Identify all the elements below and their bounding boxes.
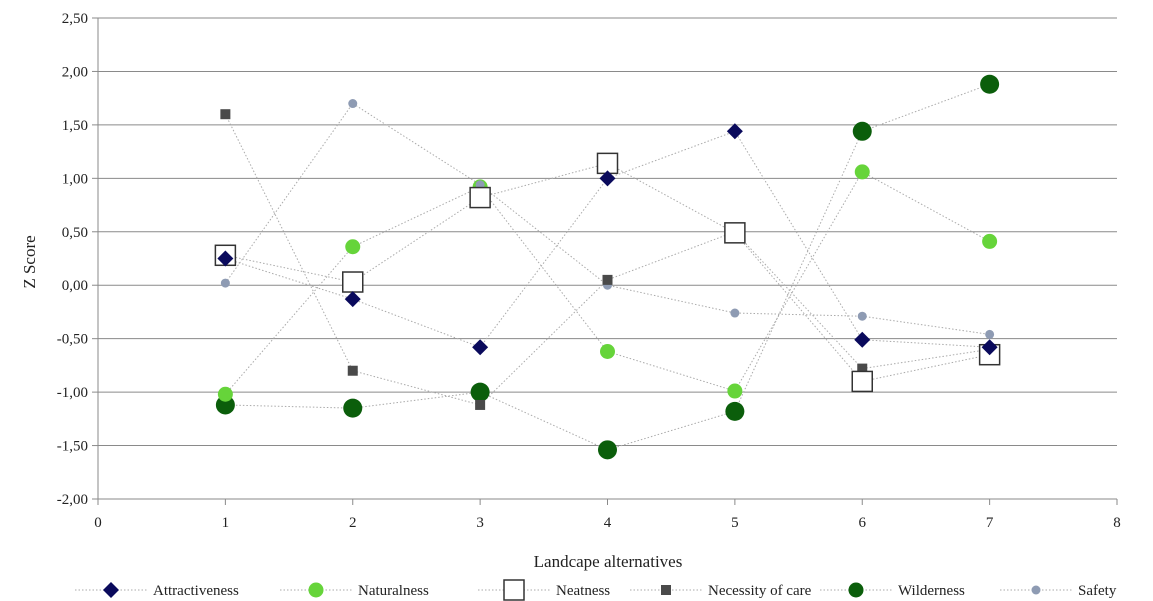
x-tick-label: 2 xyxy=(349,515,357,531)
data-point-attractiveness xyxy=(217,250,234,267)
legend-item-safety: Safety xyxy=(1000,583,1117,599)
data-point-necessity-of-care xyxy=(347,365,358,376)
data-point-naturalness xyxy=(217,386,233,402)
data-point-safety xyxy=(348,99,358,109)
x-axis-ticks: 0 1 2 3 4 5 6 7 8 xyxy=(94,499,1121,531)
series-safety xyxy=(220,99,995,339)
x-axis-label: Landcape alternatives xyxy=(534,552,683,571)
series-lines xyxy=(224,83,990,451)
legend-item-attractiveness: Attractiveness xyxy=(75,582,239,599)
data-point-neatness xyxy=(724,222,746,244)
legend-label: Attractiveness xyxy=(153,583,239,599)
y-tick-label: 0,00 xyxy=(62,278,88,294)
grid-lines xyxy=(98,17,1117,500)
x-tick-label: 7 xyxy=(986,515,994,531)
legend-marker xyxy=(848,582,864,598)
legend-marker xyxy=(308,582,324,598)
data-point-naturalness xyxy=(854,164,870,180)
y-tick-label: -1,00 xyxy=(57,385,88,401)
data-point-safety xyxy=(985,329,995,339)
series-attractiveness xyxy=(217,123,998,356)
x-tick-label: 4 xyxy=(604,515,612,531)
series-markers xyxy=(214,74,1001,460)
data-point-attractiveness xyxy=(472,339,489,356)
legend-marker xyxy=(503,579,525,601)
data-point-naturalness xyxy=(982,233,998,249)
y-tick-label: 1,00 xyxy=(62,171,88,187)
legend-item-necessity-of-care: Necessity of care xyxy=(630,583,812,599)
legend-label: Wilderness xyxy=(898,583,965,599)
y-axis-label: Z Score xyxy=(20,235,39,288)
data-point-naturalness xyxy=(600,343,615,359)
data-point-wilderness xyxy=(725,401,745,421)
x-tick-label: 3 xyxy=(476,515,484,531)
x-tick-label: 6 xyxy=(859,515,867,531)
y-tick-label: -0,50 xyxy=(57,332,88,348)
y-tick-label: 2,00 xyxy=(62,64,88,80)
data-point-attractiveness xyxy=(854,331,871,348)
y-tick-label: 2,50 xyxy=(62,11,88,27)
y-tick-label: 0,50 xyxy=(62,225,88,241)
data-point-attractiveness xyxy=(726,123,743,140)
data-point-necessity-of-care xyxy=(857,363,868,374)
data-point-neatness xyxy=(469,186,491,209)
data-point-wilderness xyxy=(470,382,490,402)
legend-item-wilderness: Wilderness xyxy=(820,582,965,599)
data-point-necessity-of-care xyxy=(602,274,613,285)
legend-label: Neatness xyxy=(556,583,610,599)
data-point-safety xyxy=(857,311,867,321)
legend-marker xyxy=(103,582,119,598)
data-point-wilderness xyxy=(980,74,1000,94)
legend-label: Safety xyxy=(1078,583,1117,599)
y-axis-ticks: 2,50 2,00 1,50 1,00 0,50 0,00 -0,50 -1,00 -1,50 -… xyxy=(57,11,98,508)
data-point-neatness xyxy=(342,271,364,293)
data-point-wilderness xyxy=(215,395,235,415)
legend-label: Naturalness xyxy=(358,583,429,599)
data-point-safety xyxy=(220,278,230,288)
series-wilderness xyxy=(215,74,1000,460)
y-tick-label: -1,50 xyxy=(57,439,88,455)
data-point-attractiveness xyxy=(981,339,998,356)
data-point-necessity-of-care xyxy=(220,109,231,120)
series-line-safety xyxy=(224,102,990,335)
data-point-wilderness xyxy=(598,440,617,460)
legend-marker xyxy=(1031,585,1041,595)
series-line-wilderness xyxy=(225,83,990,451)
y-tick-label: -2,00 xyxy=(57,492,88,508)
data-point-attractiveness xyxy=(344,291,361,308)
x-tick-label: 0 xyxy=(94,515,102,531)
data-point-neatness xyxy=(851,370,873,393)
x-tick-label: 8 xyxy=(1113,515,1121,531)
y-tick-label: 1,50 xyxy=(62,118,88,134)
data-point-naturalness xyxy=(727,383,743,399)
x-tick-label: 1 xyxy=(222,515,230,531)
legend-item-neatness: Neatness xyxy=(478,579,610,601)
data-point-necessity-of-care xyxy=(475,399,486,410)
data-point-wilderness xyxy=(343,398,363,418)
data-point-attractiveness xyxy=(599,170,616,187)
data-point-wilderness xyxy=(852,121,872,141)
x-tick-label: 5 xyxy=(731,515,739,531)
legend-item-naturalness: Naturalness xyxy=(280,582,429,599)
legend: Attractiveness Naturalness Neatness Necessi… xyxy=(75,579,1117,601)
data-point-naturalness xyxy=(345,239,361,255)
data-point-safety xyxy=(730,308,740,318)
legend-label: Necessity of care xyxy=(708,583,812,599)
legend-marker xyxy=(661,585,671,595)
